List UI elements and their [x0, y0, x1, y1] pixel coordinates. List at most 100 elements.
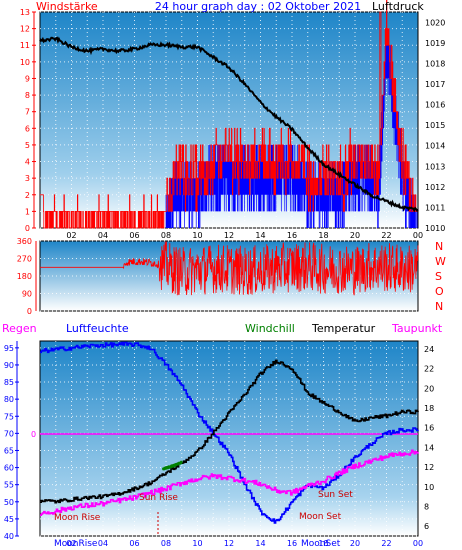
temperature-line — [40, 359, 419, 504]
pressure-tick-label: 1014 — [425, 142, 445, 151]
wind-tick-label: 12 — [20, 25, 30, 34]
bottom-x-tick-label: 10 — [192, 539, 202, 548]
temperature-tick-label: 18 — [424, 404, 434, 413]
regen-zero-tick: 0 — [31, 430, 36, 439]
sun-set-annotation: Sun Set — [318, 490, 353, 500]
wind-tick-label: 11 — [20, 41, 30, 50]
wind-tick-label: 3 — [25, 174, 30, 183]
humidity-tick-label: 80 — [4, 395, 14, 404]
bottom-x-tick-label: 18 — [318, 539, 328, 548]
compass-letter: O — [435, 285, 444, 298]
wind-tick-label: 8 — [25, 91, 30, 100]
moonrise-x-label: MoonRise — [54, 539, 98, 549]
bottom-x-tick-label: 00 — [413, 539, 423, 548]
pressure-tick-label: 1020 — [425, 18, 445, 27]
wind-tick-label: 13 — [20, 8, 30, 17]
temperature-label: Temperatur — [311, 322, 376, 335]
compass-letter: N — [435, 240, 443, 253]
compass-letter: N — [435, 300, 443, 313]
compass-letter: W — [435, 255, 446, 268]
moonset-x-label: MoonSet — [301, 539, 341, 549]
humidity-tick-label: 50 — [4, 498, 14, 507]
pressure-tick-label: 1018 — [425, 59, 445, 68]
wind-tick-label: 5 — [25, 141, 30, 150]
top-x-tick-label: 22 — [381, 231, 391, 240]
wind-tick-label: 4 — [25, 158, 30, 167]
pressure-tick-label: 1011 — [425, 203, 445, 212]
humidity-tick-label: 55 — [4, 481, 14, 490]
wind-tick-label: 1 — [25, 207, 30, 216]
wind-tick-label: 6 — [25, 124, 30, 133]
wind-tick-label: 0 — [25, 224, 30, 233]
humidity-tick-label: 60 — [4, 464, 14, 473]
pressure-tick-label: 1016 — [425, 101, 445, 110]
bottom-x-tick-label: 04 — [98, 539, 108, 548]
pressure-tick-label: 1017 — [425, 80, 445, 89]
top-x-tick-label: 10 — [192, 231, 202, 240]
humidity-line — [40, 341, 419, 524]
temperature-tick-label: 22 — [424, 365, 434, 374]
bottom-x-tick-label: 16 — [287, 539, 297, 548]
top-x-tick-label: 16 — [287, 231, 297, 240]
bottom-x-tick-label: 12 — [224, 539, 234, 548]
bottom-x-tick-label: 06 — [129, 539, 139, 548]
temperature-tick-label: 10 — [424, 483, 434, 492]
temperature-tick-label: 14 — [424, 443, 434, 452]
direction-tick-label: 0 — [27, 307, 32, 316]
humidity-tick-label: 85 — [4, 378, 14, 387]
wind-strength-line — [39, 0, 418, 229]
humidity-tick-label: 95 — [4, 344, 14, 353]
wind-strength-title: Windstärke — [36, 0, 98, 13]
wind-tick-label: 7 — [25, 108, 30, 117]
wind-tick-label: 9 — [25, 74, 30, 83]
direction-tick-label: 270 — [17, 255, 32, 264]
pressure-line — [39, 36, 419, 213]
pressure-tick-label: 1019 — [425, 39, 445, 48]
bottom-x-tick-label: 08 — [161, 539, 171, 548]
bottom-x-tick-label: 14 — [255, 539, 265, 548]
pressure-title: Luftdruck — [372, 0, 424, 13]
pressure-tick-label: 1010 — [425, 224, 445, 233]
top-x-tick-label: 04 — [98, 231, 108, 240]
top-x-tick-label: 14 — [255, 231, 265, 240]
temperature-humidity-plot-area — [39, 340, 419, 537]
windchill-label: Windchill — [245, 322, 295, 335]
bottom-x-tick-label: 22 — [381, 539, 391, 548]
pressure-tick-label: 1012 — [425, 183, 445, 192]
wind-tick-label: 10 — [20, 58, 30, 67]
temperature-tick-label: 6 — [424, 522, 429, 531]
moon-set-annotation: Moon Set — [299, 512, 342, 522]
bottom-x-tick-label: 20 — [350, 539, 360, 548]
chart-title: 24 hour graph day : 02 Oktober 2021 — [155, 0, 361, 13]
moon-rise-annotation: Moon Rise — [54, 513, 101, 523]
windchill-line — [162, 460, 183, 471]
top-x-tick-label: 12 — [224, 231, 234, 240]
direction-tick-label: 180 — [17, 272, 32, 281]
wind-tick-label: 2 — [25, 191, 30, 200]
humidity-tick-label: 75 — [4, 412, 14, 421]
wind-direction-line — [40, 241, 419, 296]
humidity-tick-label: 65 — [4, 446, 14, 455]
humidity-label: Luftfeuchte — [66, 322, 129, 335]
pressure-tick-label: 1013 — [425, 162, 445, 171]
temperature-tick-label: 12 — [424, 463, 434, 472]
top-x-tick-label: 00 — [413, 231, 423, 240]
dewpoint-line — [40, 449, 419, 516]
top-x-tick-label: 20 — [350, 231, 360, 240]
temperature-tick-label: 16 — [424, 424, 434, 433]
temperature-tick-label: 24 — [424, 345, 434, 354]
compass-letter: S — [435, 270, 442, 283]
top-x-tick-label: 18 — [318, 231, 328, 240]
temperature-tick-label: 20 — [424, 384, 434, 393]
humidity-tick-label: 70 — [4, 429, 14, 438]
regen-label: Regen — [2, 322, 37, 335]
temperature-tick-label: 8 — [424, 502, 429, 511]
top-x-tick-label: 06 — [129, 231, 139, 240]
direction-tick-label: 360 — [17, 237, 32, 246]
dewpoint-label: Taupunkt — [391, 322, 443, 335]
humidity-tick-label: 90 — [4, 361, 14, 370]
sun-rise-annotation: Sun Rise — [139, 493, 178, 503]
humidity-tick-label: 45 — [4, 515, 14, 524]
